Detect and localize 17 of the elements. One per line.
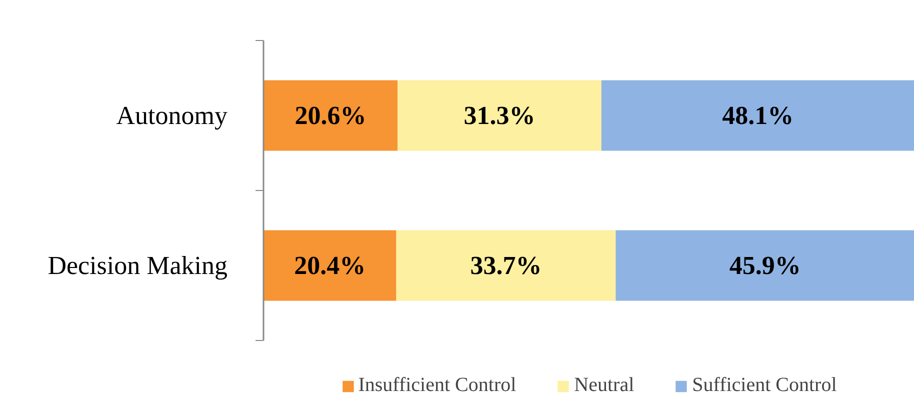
legend-label: Neutral [574,374,634,397]
y-tick-label: Autonomy [116,101,228,130]
legend-label: Insufficient Control [358,374,516,397]
legend-label: Sufficient Control [692,374,837,397]
data-label: 20.4% [294,251,366,280]
bar [264,230,396,301]
bar [616,230,914,301]
bar [264,80,398,151]
bar [398,80,602,151]
bar [396,230,616,301]
y-tick-label: Decision Making [48,251,228,280]
bar [601,80,914,151]
data-label: 33.7% [470,251,542,280]
data-label: 48.1% [722,101,794,130]
data-label: 45.9% [729,251,801,280]
data-label: 20.6% [294,101,366,130]
data-label: 31.3% [464,101,536,130]
